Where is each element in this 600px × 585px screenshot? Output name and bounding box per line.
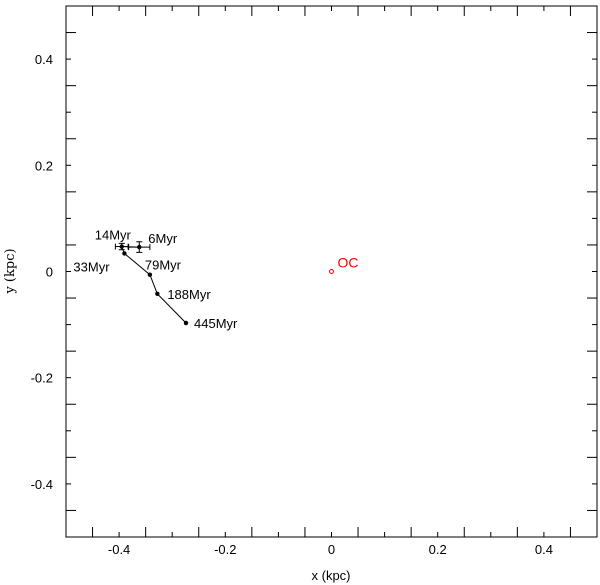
data-point — [155, 291, 160, 297]
x-tick-label: -0.4 — [108, 542, 130, 557]
data-point — [119, 244, 124, 249]
x-tick-label: 0.2 — [429, 542, 447, 557]
y-tick-label: 0.4 — [35, 52, 53, 67]
y-tick-label: 0 — [46, 265, 53, 280]
data-point — [137, 244, 142, 250]
tick-labels: -0.4 -0.2 0 0.2 0.4 -0.4 -0.2 0 0.2 0.4 — [31, 52, 553, 557]
data-label: 6Myr — [148, 231, 178, 246]
data-label: 79Myr — [145, 258, 182, 273]
axis-ticks — [65, 5, 598, 538]
reference-point — [329, 269, 334, 274]
x-axis-label: x (kpc) — [312, 568, 351, 583]
x-tick-label: -0.2 — [214, 542, 236, 557]
data-point — [147, 272, 153, 277]
data-label: 33Myr — [73, 259, 110, 274]
x-tick-label: 0 — [328, 542, 335, 557]
reference-label: OC — [338, 255, 359, 271]
y-tick-label: 0.2 — [35, 158, 53, 173]
y-tick-label: -0.4 — [31, 477, 53, 492]
data-label: 188Myr — [167, 287, 211, 302]
data-point — [183, 320, 189, 326]
data-marks: 6Myr 14Myr 33Myr 79Myr 188Myr 445Myr OC — [73, 228, 358, 331]
y-axis-label: y (kpc) — [3, 248, 18, 294]
data-label: 14Myr — [95, 228, 132, 243]
y-tick-label: -0.2 — [31, 371, 53, 386]
data-point — [122, 251, 127, 256]
data-label: 445Myr — [194, 316, 238, 331]
x-tick-label: 0.4 — [535, 542, 553, 557]
